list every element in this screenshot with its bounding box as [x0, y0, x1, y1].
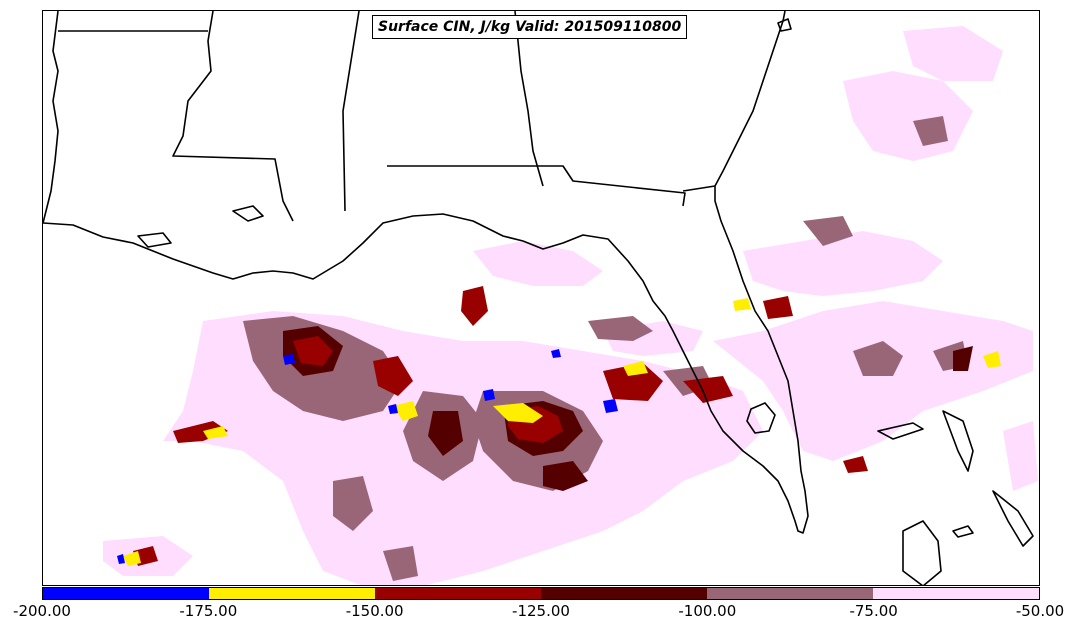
cin-band-light: [103, 26, 1038, 585]
colorbar-segment: [209, 588, 375, 599]
colorbar-segment: [375, 588, 541, 599]
cin-map: [43, 11, 1038, 585]
cin-band-blue: [117, 349, 618, 564]
colorbar-tick-label: -75.00: [849, 602, 898, 620]
map-title: Surface CIN, J/kg Valid: 201509110800: [372, 15, 688, 39]
colorbar-tick-label: -175.00: [179, 602, 238, 620]
boundaries: [43, 11, 1034, 585]
cin-shading: [103, 26, 1038, 585]
colorbar-segment: [541, 588, 707, 599]
map-panel: Surface CIN, J/kg Valid: 201509110800: [42, 10, 1040, 586]
colorbar-tick-label: -50.00: [1015, 602, 1065, 620]
colorbar-tick-label: -150.00: [345, 602, 404, 620]
gulf-coastline: [43, 11, 809, 534]
island-small: [952, 525, 974, 538]
colorbar-tick-label: -100.00: [678, 602, 737, 620]
colorbar: [42, 587, 1040, 600]
colorbar-segment: [873, 588, 1039, 599]
state-line-ms-al: [172, 11, 294, 222]
bahamas-island-2: [942, 410, 974, 472]
state-line-ga: [514, 11, 544, 187]
colorbar-segment: [43, 588, 209, 599]
state-line-fl-ga: [682, 185, 716, 192]
lake-okeechobee: [746, 402, 776, 434]
state-line-la-ms: [43, 11, 59, 224]
state-line-al-ga: [342, 11, 360, 212]
bahamas-island-3: [992, 490, 1034, 547]
colorbar-tick-label: -125.00: [512, 602, 570, 620]
bahamas-island-1: [877, 422, 924, 440]
colorbar-tick-label: -200.00: [13, 602, 71, 620]
island-small-2: [777, 18, 792, 32]
cin-band-yellow: [123, 298, 1001, 566]
colorbar-segment: [707, 588, 873, 599]
cuba-outline: [902, 520, 942, 585]
bay-outline-1: [232, 205, 264, 222]
bay-outline-2: [137, 232, 172, 248]
state-line-al-fl: [387, 165, 686, 207]
